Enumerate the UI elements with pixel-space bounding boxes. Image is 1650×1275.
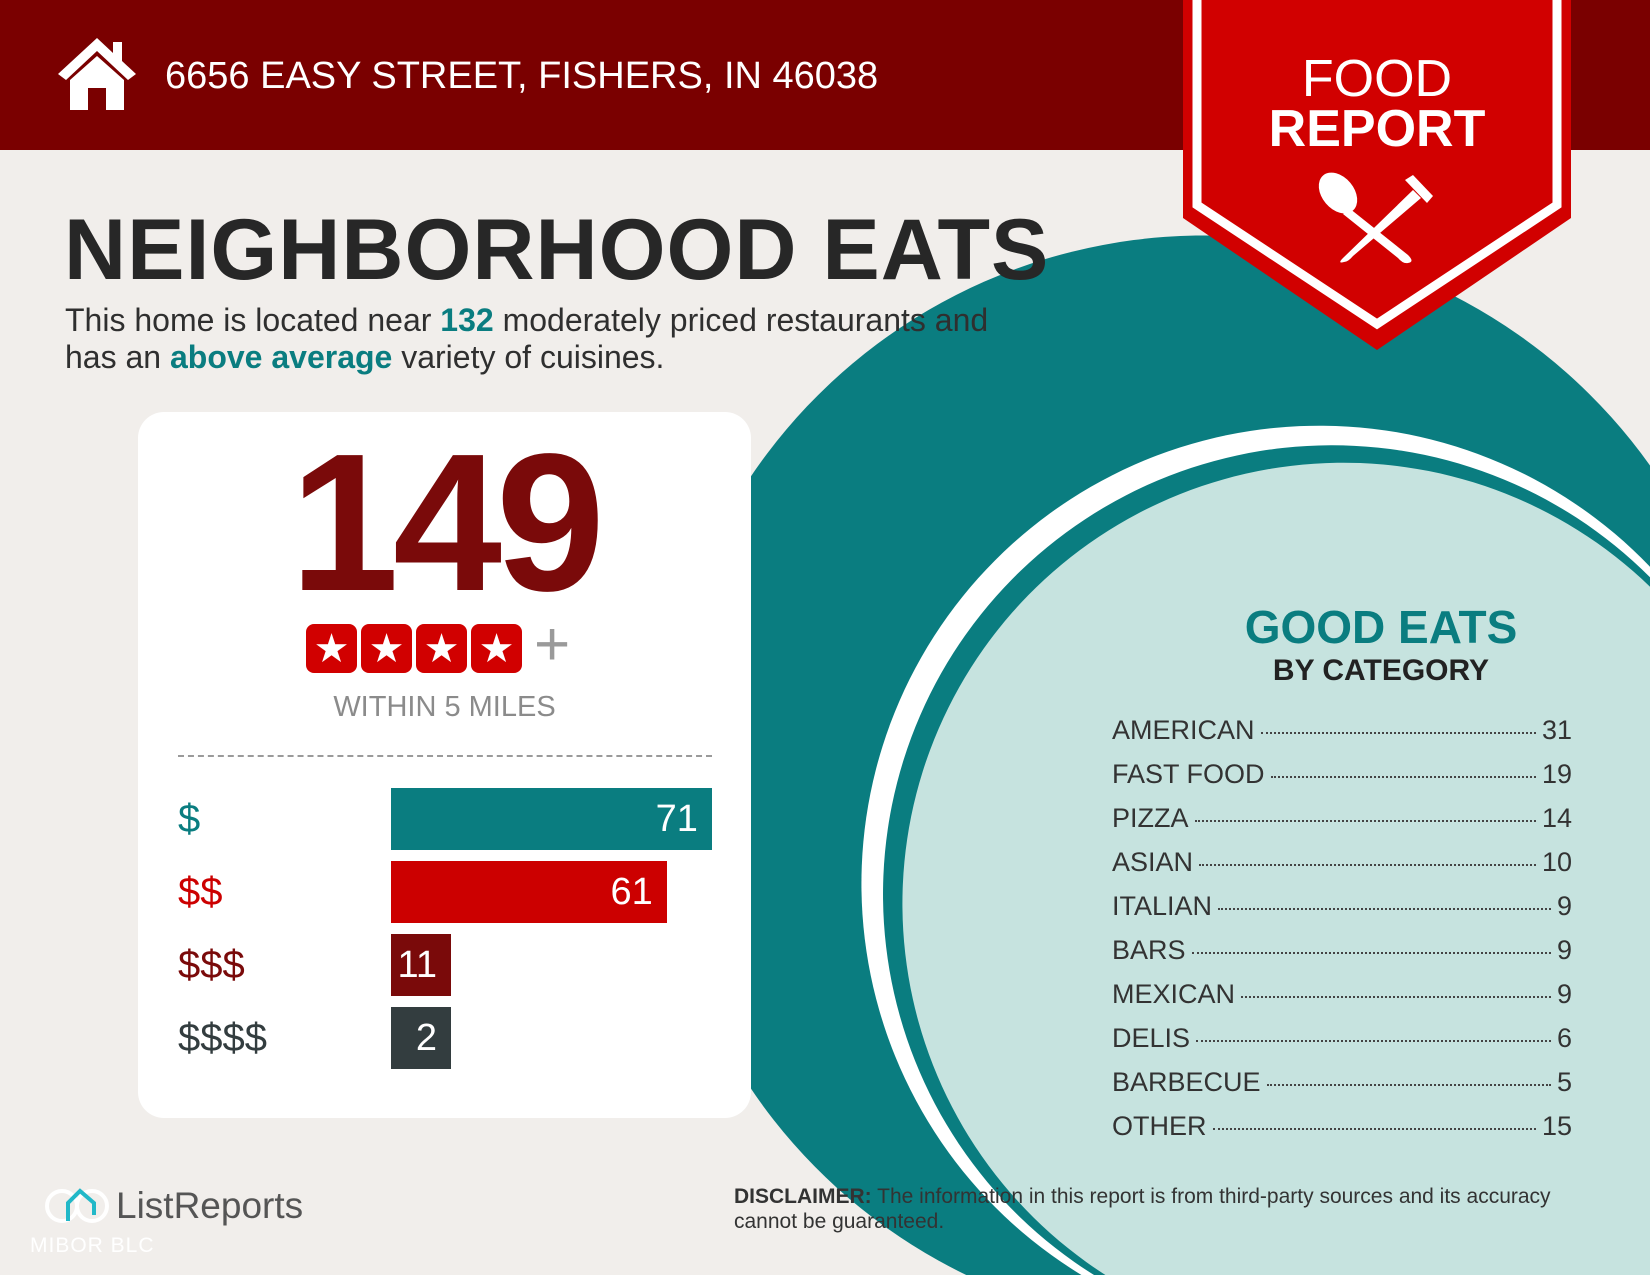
category-count: 14 bbox=[1541, 803, 1572, 833]
disclaimer: DISCLAIMER: The information in this repo… bbox=[734, 1185, 1551, 1233]
subtitle-line-2: has an above average variety of cuisines… bbox=[65, 339, 665, 375]
category-name: AMERICAN bbox=[1112, 715, 1255, 745]
category-name: ITALIAN bbox=[1112, 891, 1213, 921]
category-count: 15 bbox=[1541, 1111, 1572, 1141]
price-tier-label: $$ bbox=[178, 870, 223, 914]
total-restaurants: 149 bbox=[289, 413, 605, 632]
dot-leader bbox=[1194, 820, 1536, 822]
spoon-fork-icon bbox=[1318, 172, 1433, 264]
category-row: ASIAN 10 bbox=[1112, 846, 1572, 886]
category-name: BARS bbox=[1112, 935, 1186, 965]
category-name: ASIAN bbox=[1112, 847, 1194, 877]
category-name: BARBECUE bbox=[1112, 1067, 1261, 1097]
star-icon: ★ bbox=[471, 624, 522, 673]
price-tier-bar: 11 bbox=[391, 934, 451, 996]
categories-title: GOOD EATS bbox=[1244, 601, 1518, 653]
category-row: BARBECUE 5 bbox=[1112, 1066, 1572, 1106]
dot-leader bbox=[1199, 864, 1536, 866]
price-tier-label: $ bbox=[178, 797, 201, 841]
dot-leader bbox=[1270, 776, 1536, 778]
restaurant-count: 132 bbox=[440, 302, 494, 338]
subtitle-line-1: This home is located near 132 moderately… bbox=[65, 302, 989, 338]
category-name: PIZZA bbox=[1112, 803, 1189, 833]
category-name: MEXICAN bbox=[1112, 979, 1236, 1009]
category-count: 31 bbox=[1541, 715, 1572, 745]
category-count: 10 bbox=[1541, 847, 1572, 877]
category-name: FAST FOOD bbox=[1112, 759, 1265, 789]
category-row: PIZZA 14 bbox=[1112, 802, 1572, 842]
dot-leader bbox=[1260, 732, 1536, 734]
category-count: 9 bbox=[1556, 891, 1572, 921]
category-name: OTHER bbox=[1112, 1111, 1207, 1141]
price-tier-label: $$$$ bbox=[178, 1016, 267, 1060]
banner-line-2: REPORT bbox=[1269, 100, 1486, 158]
page-title: NEIGHBORHOOD EATS bbox=[64, 202, 1050, 298]
category-row: MEXICAN 9 bbox=[1112, 978, 1572, 1018]
star-rating: ★ ★ ★ ★ bbox=[306, 624, 522, 673]
category-row: AMERICAN 31 bbox=[1112, 714, 1572, 754]
category-row: DELIS 6 bbox=[1112, 1022, 1572, 1062]
banner-line-1: FOOD bbox=[1302, 50, 1452, 108]
price-tier-bar: 71 bbox=[391, 788, 712, 850]
category-row: BARS 9 bbox=[1112, 934, 1572, 974]
category-count: 6 bbox=[1556, 1023, 1572, 1053]
price-tier-bar: 61 bbox=[391, 861, 667, 923]
home-icon bbox=[58, 38, 136, 110]
category-count: 9 bbox=[1556, 979, 1572, 1009]
listreports-logo-icon bbox=[45, 1188, 109, 1223]
listreports-logo: ListReports bbox=[116, 1185, 304, 1226]
divider bbox=[178, 755, 712, 757]
restaurant-summary-card bbox=[138, 412, 751, 1118]
dot-leader bbox=[1212, 1128, 1536, 1130]
food-report-banner: FOOD REPORT bbox=[1183, 0, 1571, 350]
category-row: OTHER 15 bbox=[1112, 1110, 1572, 1150]
dot-leader bbox=[1191, 952, 1551, 954]
address: 6656 EASY STREET, FISHERS, IN 46038 bbox=[165, 55, 879, 97]
category-count: 9 bbox=[1556, 935, 1572, 965]
category-row: FAST FOOD 19 bbox=[1112, 758, 1572, 798]
price-tier-bar: 2 bbox=[391, 1007, 451, 1069]
dot-leader bbox=[1266, 1084, 1551, 1086]
category-count: 19 bbox=[1541, 759, 1572, 789]
category-name: DELIS bbox=[1112, 1023, 1191, 1053]
mibor-logo: MIBOR BLC bbox=[30, 1234, 155, 1257]
star-icon: ★ bbox=[306, 624, 357, 673]
dot-leader bbox=[1218, 908, 1551, 910]
variety-rating: above average bbox=[169, 339, 393, 375]
dot-leader bbox=[1196, 1040, 1551, 1042]
circle-ring-3 bbox=[902, 462, 1650, 1275]
categories-subtitle: BY CATEGORY bbox=[1272, 654, 1490, 687]
price-tier-label: $$$ bbox=[178, 943, 245, 987]
within-label: WITHIN 5 MILES bbox=[333, 691, 556, 723]
star-icon: ★ bbox=[361, 624, 412, 673]
category-row: ITALIAN 9 bbox=[1112, 890, 1572, 930]
star-icon: ★ bbox=[416, 624, 467, 673]
dot-leader bbox=[1241, 996, 1551, 998]
plus-sign: + bbox=[534, 610, 571, 679]
category-count: 5 bbox=[1556, 1067, 1572, 1097]
